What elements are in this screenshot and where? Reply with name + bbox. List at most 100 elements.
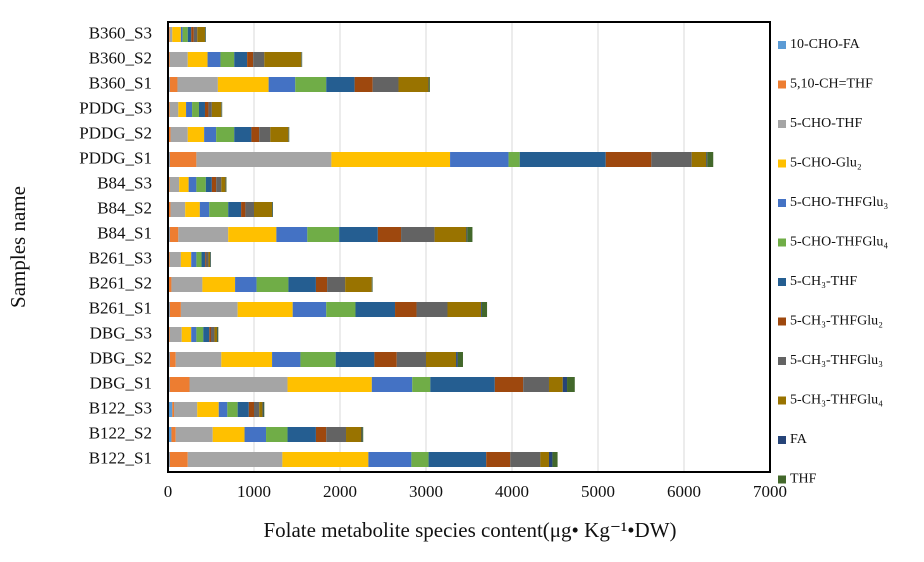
bar-segment xyxy=(205,252,209,267)
y-tick-label: B261_S2 xyxy=(89,273,152,292)
bar-segment xyxy=(276,227,308,242)
bar-segment xyxy=(259,402,263,417)
bar-segment xyxy=(169,102,179,117)
bar-segment xyxy=(189,377,288,392)
bar-segment xyxy=(172,27,181,42)
bar-segment xyxy=(187,452,283,467)
bar-segment xyxy=(180,252,192,267)
bar-segment xyxy=(237,402,249,417)
bar-segment xyxy=(245,202,254,217)
bar-segment xyxy=(234,52,248,67)
bar-segment xyxy=(227,402,238,417)
bar-segment xyxy=(457,352,463,367)
bar-segment xyxy=(248,402,254,417)
bar-segment xyxy=(401,227,435,242)
bar-segment xyxy=(191,252,197,267)
legend-swatch xyxy=(778,357,786,365)
bar-segment xyxy=(169,52,188,67)
legend-swatch xyxy=(778,396,786,405)
bar-segment xyxy=(377,227,402,242)
bar-segment xyxy=(204,102,209,117)
legend-label: 5-CH₃-THFGlu₃ xyxy=(790,353,883,368)
plot-frame xyxy=(167,21,771,473)
bar-segment xyxy=(412,377,431,392)
bar-segment xyxy=(204,252,206,267)
bar-segment xyxy=(272,352,301,367)
bar-segment xyxy=(552,452,558,467)
bar-segment xyxy=(169,327,182,342)
legend-label: 5-CHO-THF xyxy=(790,116,863,131)
bar-segment xyxy=(214,327,218,342)
bar-segment xyxy=(315,277,328,292)
bar-segment xyxy=(216,127,235,142)
y-tick-label: PDDG_S2 xyxy=(79,123,152,142)
bar-segment xyxy=(228,227,277,242)
bar-segment xyxy=(548,377,563,392)
bar-segment xyxy=(169,177,180,192)
legend-swatch xyxy=(778,120,786,128)
legend-label: 5-CHO-THFGlu₄ xyxy=(790,235,888,250)
bar-segment xyxy=(178,102,187,117)
bar-segment xyxy=(198,102,205,117)
bar-segment xyxy=(326,302,356,317)
bar-segment xyxy=(218,402,228,417)
legend-swatch xyxy=(778,238,786,247)
bar-segment xyxy=(256,277,289,292)
bar-segment xyxy=(204,127,217,142)
bar-segment xyxy=(651,152,692,167)
bar-segment xyxy=(307,227,340,242)
bar-segment xyxy=(254,202,273,217)
bar-segment xyxy=(300,352,336,367)
bar-segment xyxy=(169,152,197,167)
bar-segment xyxy=(605,152,652,167)
bar-segment xyxy=(706,152,708,167)
bar-segment xyxy=(548,452,553,467)
bar-segment xyxy=(244,427,267,442)
bar-segment xyxy=(481,302,488,317)
bar-segment xyxy=(211,327,215,342)
bar-segment xyxy=(241,202,246,217)
bar-segment xyxy=(326,427,347,442)
y-tick-label: B360_S3 xyxy=(89,23,152,42)
bar-segment xyxy=(169,77,178,92)
bar-segment xyxy=(282,452,369,467)
bar-segment xyxy=(217,77,269,92)
bar-segment xyxy=(254,402,260,417)
bar-segment xyxy=(523,377,549,392)
bar-segment xyxy=(177,77,218,92)
y-tick-label: B261_S1 xyxy=(89,298,152,317)
bar-segment xyxy=(354,77,373,92)
bar-segment xyxy=(185,202,200,217)
bar-segment xyxy=(264,52,302,67)
bar-segment xyxy=(196,152,332,167)
bar-segment xyxy=(486,452,511,467)
bar-segment xyxy=(207,52,221,67)
x-tick-label: 2000 xyxy=(323,482,357,501)
bar-segment xyxy=(567,377,575,392)
bar-segment xyxy=(168,52,170,67)
bar-segment xyxy=(178,227,229,242)
bar-segment xyxy=(450,152,509,167)
legend-label: THF xyxy=(790,472,817,487)
bar-segment xyxy=(168,277,172,292)
bar-segment xyxy=(456,352,458,367)
bar-segment xyxy=(220,52,235,67)
bar-segment xyxy=(519,152,606,167)
bar-segment xyxy=(205,177,212,192)
bar-segment xyxy=(237,302,293,317)
bar-segment xyxy=(187,127,205,142)
legend-label: 5,10-CH=THF xyxy=(790,77,873,92)
bar-segment xyxy=(179,177,189,192)
x-tick-label: 3000 xyxy=(409,482,443,501)
bar-segment xyxy=(707,152,714,167)
bar-segment xyxy=(327,277,346,292)
bar-segment xyxy=(170,202,186,217)
bar-segment xyxy=(395,302,417,317)
bar-segment xyxy=(168,177,170,192)
bar-segment xyxy=(508,152,520,167)
y-tick-label: B84_S1 xyxy=(97,223,152,242)
bar-segment xyxy=(169,252,181,267)
y-tick-label: B360_S1 xyxy=(89,73,152,92)
bar-segment xyxy=(270,127,289,142)
bar-segment xyxy=(169,302,181,317)
